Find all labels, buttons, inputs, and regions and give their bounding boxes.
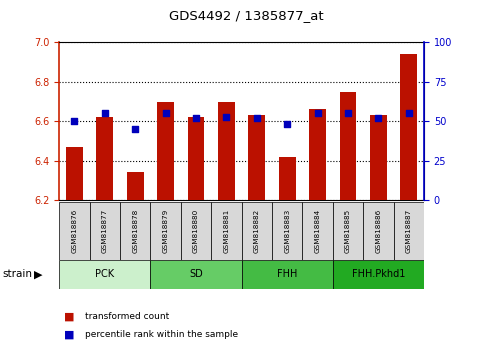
Bar <box>309 109 326 200</box>
Bar <box>150 260 242 289</box>
Bar <box>66 147 83 200</box>
Text: GSM818885: GSM818885 <box>345 209 351 253</box>
Text: GDS4492 / 1385877_at: GDS4492 / 1385877_at <box>169 9 324 22</box>
Point <box>344 110 352 116</box>
Text: SD: SD <box>189 269 203 279</box>
Bar <box>272 202 302 260</box>
Text: GSM818881: GSM818881 <box>223 209 229 253</box>
Text: GSM818882: GSM818882 <box>254 209 260 253</box>
Text: GSM818877: GSM818877 <box>102 209 108 253</box>
Bar <box>120 202 150 260</box>
Bar <box>211 202 242 260</box>
Bar <box>59 202 90 260</box>
Text: transformed count: transformed count <box>85 312 169 321</box>
Bar <box>150 202 181 260</box>
Text: ■: ■ <box>64 330 74 339</box>
Bar <box>181 202 211 260</box>
Point <box>70 118 78 124</box>
Text: GSM818886: GSM818886 <box>375 209 382 253</box>
Bar <box>279 157 295 200</box>
Bar <box>333 260 424 289</box>
Text: GSM818876: GSM818876 <box>71 209 77 253</box>
Text: GSM818880: GSM818880 <box>193 209 199 253</box>
Text: ■: ■ <box>64 312 74 322</box>
Bar <box>188 117 204 200</box>
Bar <box>242 202 272 260</box>
Text: FHH: FHH <box>277 269 297 279</box>
Bar <box>393 202 424 260</box>
Point <box>222 114 230 119</box>
Text: GSM818884: GSM818884 <box>315 209 320 253</box>
Text: ▶: ▶ <box>34 269 42 279</box>
Bar <box>90 202 120 260</box>
Bar <box>248 115 265 200</box>
Text: GSM818878: GSM818878 <box>132 209 138 253</box>
Bar <box>370 115 387 200</box>
Point <box>375 115 383 121</box>
Point <box>192 115 200 121</box>
Bar <box>400 54 417 200</box>
Point <box>253 115 261 121</box>
Bar <box>333 202 363 260</box>
Bar <box>302 202 333 260</box>
Point <box>405 110 413 116</box>
Point <box>314 110 321 116</box>
Bar <box>127 172 143 200</box>
Bar <box>157 102 174 200</box>
Text: percentile rank within the sample: percentile rank within the sample <box>85 330 238 339</box>
Text: strain: strain <box>2 269 33 279</box>
Point <box>101 110 108 116</box>
Text: FHH.Pkhd1: FHH.Pkhd1 <box>352 269 405 279</box>
Text: GSM818879: GSM818879 <box>163 209 169 253</box>
Point <box>162 110 170 116</box>
Bar <box>59 260 150 289</box>
Bar <box>97 117 113 200</box>
Bar <box>242 260 333 289</box>
Text: GSM818883: GSM818883 <box>284 209 290 253</box>
Text: GSM818887: GSM818887 <box>406 209 412 253</box>
Bar <box>218 102 235 200</box>
Text: PCK: PCK <box>95 269 114 279</box>
Bar <box>363 202 393 260</box>
Point <box>131 126 139 132</box>
Bar <box>340 92 356 200</box>
Point <box>283 121 291 127</box>
